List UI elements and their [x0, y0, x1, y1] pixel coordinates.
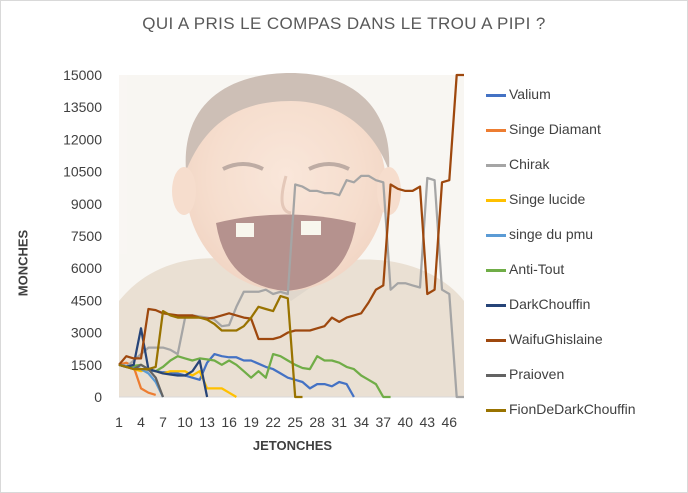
- series-line-singe-diamant: [118, 361, 157, 396]
- y-tick-label: 12000: [63, 131, 102, 147]
- legend-label: Praioven: [509, 366, 565, 382]
- legend-swatch: [486, 94, 506, 97]
- legend-swatch: [486, 199, 506, 202]
- series-line-fiondedarkchouffin: [118, 294, 303, 399]
- y-tick-label: 7500: [71, 228, 102, 244]
- series-line-anti-tout: [118, 352, 391, 399]
- legend-item: singe du pmu: [486, 224, 681, 259]
- legend-swatch: [486, 409, 506, 412]
- legend-item: Anti-Tout: [486, 259, 681, 294]
- legend-label: WaifuGhislaine: [509, 331, 603, 347]
- x-tick-label: 46: [442, 414, 458, 430]
- legend-item: FionDeDarkChouffin: [486, 399, 681, 434]
- legend-item: Singe Diamant: [486, 119, 681, 154]
- y-tick-label: 4500: [71, 292, 102, 308]
- legend-label: Anti-Tout: [509, 261, 565, 277]
- x-tick-label: 31: [331, 414, 347, 430]
- x-tick-label: 25: [287, 414, 303, 430]
- legend-label: singe du pmu: [509, 226, 594, 242]
- x-axis-label: JETONCHES: [252, 438, 333, 453]
- x-tick-label: 22: [265, 414, 281, 430]
- series-line-chirak: [118, 174, 464, 399]
- x-tick-label: 10: [177, 414, 193, 430]
- legend-item: DarkChouffin: [486, 294, 681, 329]
- x-axis-ticks: 1 4 7 10 13 16 19 22 25 28 31 34 37 40 43 46: [115, 414, 457, 430]
- y-tick-label: 15000: [63, 67, 102, 83]
- series-line-waifughislaine: [118, 73, 464, 366]
- legend-label: FionDeDarkChouffin: [509, 401, 636, 417]
- legend-swatch: [486, 129, 506, 132]
- x-tick-label: 40: [397, 414, 413, 430]
- legend-label: DarkChouffin: [509, 296, 591, 312]
- x-tick-label: 1: [115, 414, 123, 430]
- legend-label: Singe Diamant: [509, 121, 601, 137]
- x-tick-label: 13: [199, 414, 215, 430]
- y-tick-label: 3000: [71, 325, 102, 341]
- legend-swatch: [486, 269, 506, 272]
- x-tick-label: 4: [137, 414, 145, 430]
- y-tick-label: 10500: [63, 164, 102, 180]
- y-tick-label: 0: [94, 389, 102, 405]
- y-tick-label: 9000: [71, 196, 102, 212]
- legend-item: Singe lucide: [486, 189, 681, 224]
- x-tick-label: 7: [159, 414, 167, 430]
- legend-label: Chirak: [509, 156, 550, 172]
- x-tick-label: 16: [221, 414, 237, 430]
- series-line-darkchouffin: [118, 327, 209, 398]
- legend-swatch: [486, 304, 506, 307]
- series-line-singe-lucide: [118, 363, 237, 398]
- legend-item: Praioven: [486, 364, 681, 399]
- y-tick-label: 13500: [63, 99, 102, 115]
- legend-label: Valium: [509, 86, 551, 102]
- legend-swatch: [486, 374, 506, 377]
- legend: Valium Singe Diamant Chirak Singe lucide sin…: [486, 84, 681, 434]
- y-axis-ticks: 0 1500 3000 4500 6000 7500 9000 10500 12000 13500…: [63, 67, 102, 405]
- legend-item: Valium: [486, 84, 681, 119]
- x-tick-label: 43: [420, 414, 436, 430]
- legend-item: Chirak: [486, 154, 681, 189]
- legend-swatch: [486, 234, 506, 237]
- x-tick-label: 37: [375, 414, 391, 430]
- x-tick-label: 34: [353, 414, 369, 430]
- legend-swatch: [486, 339, 506, 342]
- y-tick-label: 6000: [71, 260, 102, 276]
- series-lines: [118, 73, 464, 399]
- legend-item: WaifuGhislaine: [486, 329, 681, 364]
- x-tick-label: 28: [309, 414, 325, 430]
- y-tick-label: 1500: [71, 357, 102, 373]
- x-tick-label: 19: [243, 414, 259, 430]
- chart-title: QUI A PRIS LE COMPAS DANS LE TROU A PIPI…: [142, 14, 546, 33]
- legend-swatch: [486, 164, 506, 167]
- legend-label: Singe lucide: [509, 191, 586, 207]
